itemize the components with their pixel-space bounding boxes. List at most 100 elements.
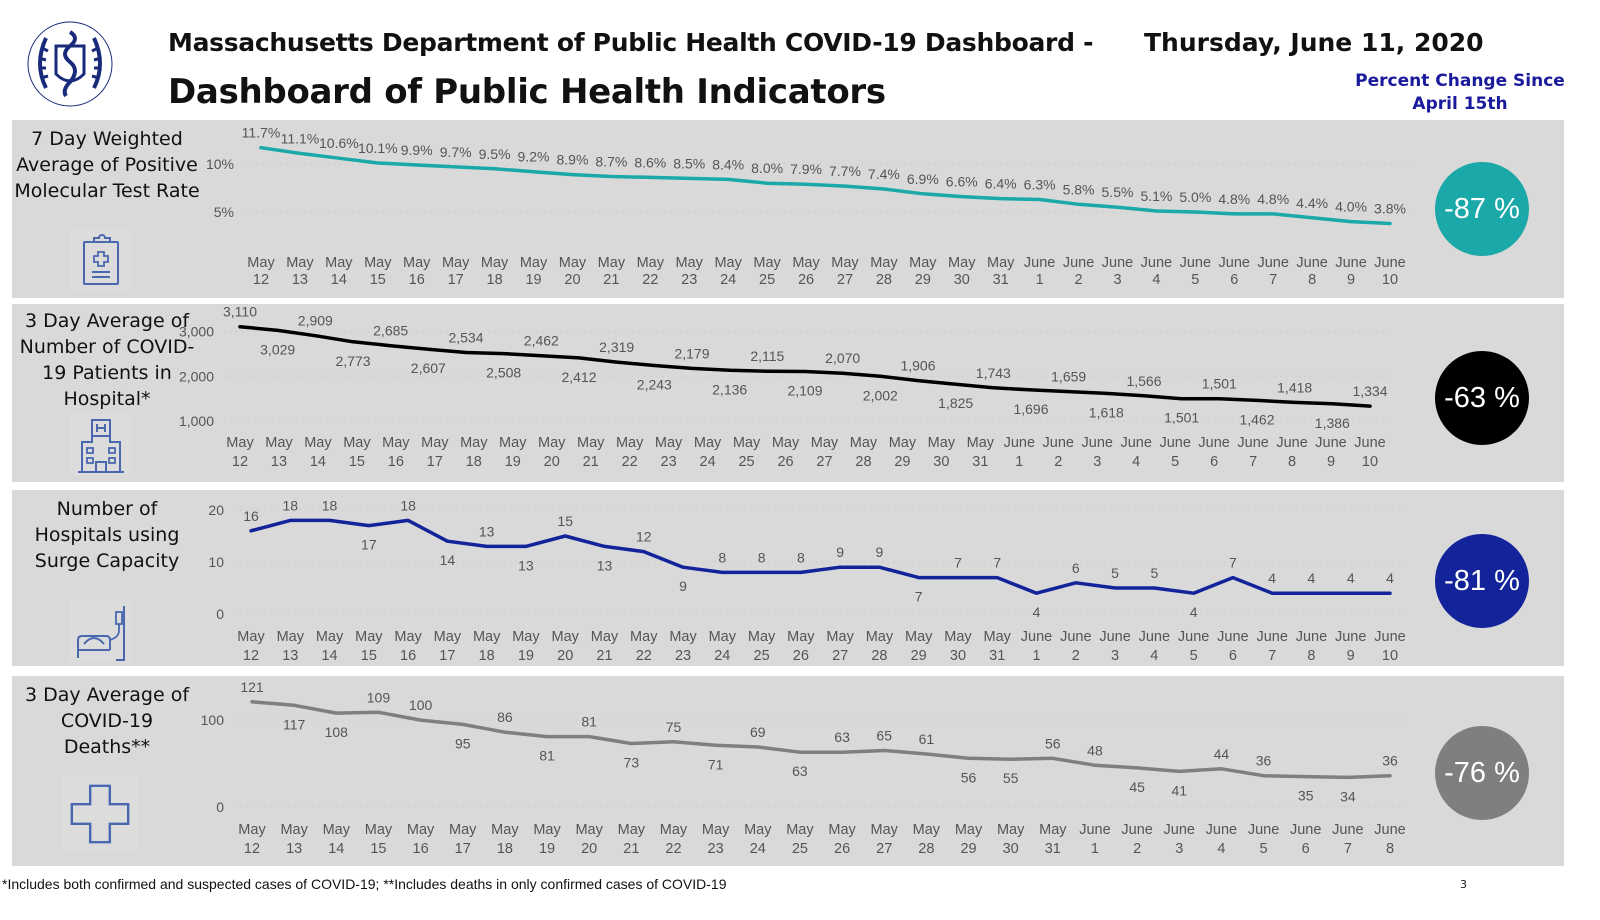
panel-label-line: Molecular Test Rate [14,180,200,202]
panel-label-line: Deaths** [63,736,151,758]
x-tick-label-day: 15 [361,648,377,664]
y-tick-label: 10 [208,554,224,570]
x-tick-label-day: 14 [328,841,344,857]
x-tick-label-day: 27 [816,454,832,470]
x-tick-label-month: June [1021,629,1052,645]
x-tick-label-day: 15 [370,841,386,857]
x-tick-label-month: May [913,822,941,838]
x-tick-label-month: May [591,629,619,645]
data-label: 55 [1003,770,1019,786]
x-tick-label-day: 30 [954,272,970,288]
y-tick-label: 0 [216,606,224,622]
percent-change-value: -63 % [1444,381,1520,414]
x-tick-label-day: 23 [681,272,697,288]
data-label: 75 [666,719,682,735]
series-line [249,518,1392,595]
data-label: 41 [1171,782,1187,798]
x-tick-label-day: 19 [539,841,555,857]
x-tick-label-month: May [905,629,933,645]
data-label: 9.9% [401,142,433,158]
dashboard-subtitle: Dashboard of Public Health Indicators [168,72,886,112]
x-tick-label-day: 8 [1386,841,1394,857]
panel-label-line: Hospital* [63,388,151,410]
x-tick-label-day: 10 [1362,454,1378,470]
x-tick-label-month: May [744,822,772,838]
data-label: 4.4% [1296,195,1328,211]
x-tick-label-month: May [538,435,566,451]
percent-change-badge: -87 % [1435,162,1529,256]
x-tick-label-day: 17 [439,648,455,664]
x-tick-label-month: May [772,435,800,451]
x-tick-label-day: 7 [1344,841,1352,857]
panel-deaths: 0 100 May 12 May 13 May 14 May 15 May 16 May 17 May 18 M… [12,676,1564,866]
x-tick-label-day: 26 [777,454,793,470]
data-label: 11.1% [281,130,320,146]
data-label: 4.8% [1218,191,1250,207]
panel-label-line: Hospitals using [34,524,180,546]
data-label: 69 [750,724,766,740]
x-tick-label-day: 8 [1308,272,1316,288]
data-label: 3,110 [223,304,257,320]
percent-change-value: -76 % [1444,756,1520,789]
data-label: 9 [876,544,884,560]
data-label: 8 [718,549,726,565]
x-tick-label-month: May [552,629,580,645]
x-tick-label-day: 30 [933,454,949,470]
y-tick-label: 2,000 [179,368,214,384]
data-label: 6.6% [946,174,978,190]
y-tick-label: 1,000 [179,413,214,429]
data-label: 1,906 [900,358,935,374]
x-tick-label-month: May [786,822,814,838]
x-tick-label-month: May [226,435,254,451]
data-label: 8.5% [673,155,705,171]
x-tick-label-month: May [316,629,344,645]
x-tick-label-day: 14 [310,454,326,470]
x-tick-label-month: May [792,255,820,271]
x-tick-label-day: 2 [1133,841,1141,857]
x-tick-label-day: 22 [636,648,652,664]
x-tick-label-month: May [702,822,730,838]
x-tick-label-day: 31 [1045,841,1061,857]
data-label: 8 [758,549,766,565]
data-label: 81 [581,714,597,730]
x-tick-label-month: June [1332,822,1363,838]
deaths-chart: 0100May12May13May14May15May16May17May18M… [201,679,1410,857]
data-label: 1,659 [1051,369,1086,385]
x-tick-label-month: June [1335,255,1366,271]
data-label: 2,179 [674,345,709,361]
massachusetts-dph-seal-icon [24,18,116,110]
data-label: 65 [876,728,892,744]
data-label: 36 [1256,753,1272,769]
percent-change-badge: -76 % [1435,726,1529,820]
medical-cross-icon [62,776,138,852]
x-tick-label-day: 29 [960,841,976,857]
y-tick-label: 0 [216,799,224,815]
data-label: 61 [919,731,935,747]
x-tick-label-day: 8 [1307,648,1315,664]
data-label: 9.5% [479,146,511,162]
data-label: 5 [1150,565,1158,581]
series-line [259,145,1392,226]
data-label: 9.2% [518,149,550,165]
data-label: 121 [240,679,264,695]
data-label: 45 [1129,779,1145,795]
x-tick-label-day: 16 [413,841,429,857]
x-tick-label-day: 27 [832,648,848,664]
data-label: 2,070 [825,350,860,366]
x-tick-label-month: June [1024,255,1055,271]
x-tick-label-month: May [987,255,1015,271]
x-tick-label-day: 31 [993,272,1009,288]
data-label: 48 [1087,742,1103,758]
data-label: 7.7% [829,163,861,179]
x-tick-label-month: May [655,435,683,451]
x-tick-label-month: May [238,822,266,838]
data-label: 108 [325,724,349,740]
x-tick-label-day: 28 [918,841,934,857]
data-label: 1,386 [1315,415,1350,431]
data-label: 10.1% [358,140,398,156]
x-tick-label-month: May [325,255,353,271]
x-tick-label-month: May [382,435,410,451]
x-tick-label-month: May [709,629,737,645]
data-label: 14 [440,552,456,568]
x-tick-label-month: May [866,629,894,645]
